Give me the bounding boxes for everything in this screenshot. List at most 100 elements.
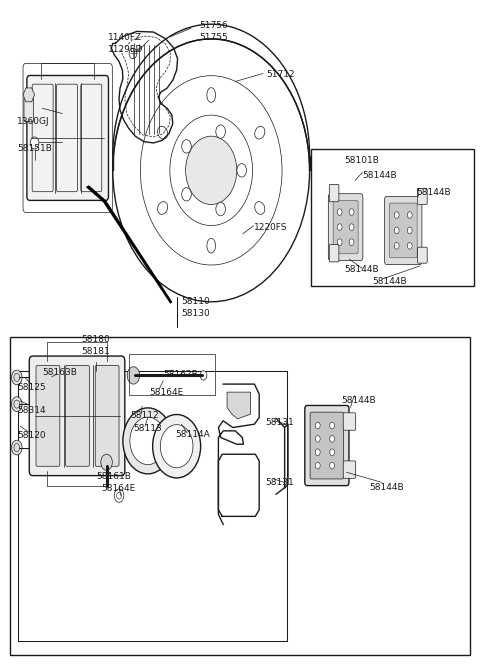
Polygon shape: [227, 392, 251, 419]
FancyBboxPatch shape: [328, 194, 363, 261]
Circle shape: [330, 436, 335, 442]
FancyBboxPatch shape: [343, 461, 356, 478]
FancyBboxPatch shape: [305, 405, 349, 486]
Text: 58144B: 58144B: [362, 170, 397, 180]
Text: 58144B: 58144B: [341, 396, 375, 405]
Circle shape: [349, 224, 354, 230]
Circle shape: [408, 227, 412, 234]
FancyBboxPatch shape: [418, 188, 427, 204]
FancyBboxPatch shape: [333, 200, 358, 254]
Circle shape: [349, 208, 354, 215]
Text: 58144B: 58144B: [417, 188, 451, 197]
Circle shape: [127, 367, 140, 384]
Text: 51756: 51756: [199, 21, 228, 30]
Text: 58112: 58112: [131, 411, 159, 420]
Circle shape: [12, 370, 22, 385]
Text: 58161B: 58161B: [96, 472, 131, 481]
FancyBboxPatch shape: [310, 412, 344, 479]
Text: 1129ED: 1129ED: [108, 45, 144, 54]
Circle shape: [200, 371, 207, 380]
Ellipse shape: [186, 136, 237, 204]
Circle shape: [394, 242, 399, 249]
Circle shape: [330, 462, 335, 469]
FancyBboxPatch shape: [27, 75, 108, 200]
Ellipse shape: [123, 408, 173, 474]
Circle shape: [408, 242, 412, 249]
Text: 58144B: 58144B: [345, 265, 379, 274]
Ellipse shape: [255, 202, 265, 214]
Circle shape: [114, 489, 124, 502]
Text: 58164E: 58164E: [101, 484, 135, 494]
Text: 1360GJ: 1360GJ: [17, 117, 49, 126]
Text: 58101B: 58101B: [345, 156, 380, 165]
Bar: [311, 149, 474, 286]
Circle shape: [394, 227, 399, 234]
Ellipse shape: [207, 88, 216, 102]
Text: 58314: 58314: [17, 405, 46, 415]
Circle shape: [315, 436, 320, 442]
Ellipse shape: [153, 414, 201, 478]
FancyBboxPatch shape: [95, 365, 119, 466]
Text: 58180: 58180: [82, 335, 110, 344]
Circle shape: [337, 238, 342, 245]
Polygon shape: [86, 186, 172, 303]
Bar: [10, 337, 470, 655]
Circle shape: [315, 422, 320, 429]
FancyBboxPatch shape: [343, 413, 356, 430]
Circle shape: [408, 212, 412, 218]
Text: 58114A: 58114A: [175, 430, 210, 439]
Circle shape: [349, 238, 354, 245]
Circle shape: [315, 449, 320, 456]
Text: 58163B: 58163B: [42, 368, 77, 377]
Text: 58181: 58181: [82, 347, 110, 356]
Circle shape: [330, 449, 335, 456]
Circle shape: [101, 454, 112, 470]
Text: 58164E: 58164E: [149, 387, 183, 397]
Circle shape: [216, 125, 226, 138]
Ellipse shape: [157, 126, 168, 139]
Ellipse shape: [157, 202, 168, 214]
FancyBboxPatch shape: [24, 98, 34, 122]
FancyBboxPatch shape: [418, 247, 427, 263]
Circle shape: [12, 397, 22, 411]
Text: 58120: 58120: [17, 431, 46, 440]
Text: 51712: 51712: [266, 70, 295, 79]
FancyBboxPatch shape: [66, 365, 89, 466]
Circle shape: [394, 212, 399, 218]
Text: 58162B: 58162B: [163, 369, 198, 379]
Circle shape: [30, 137, 39, 149]
Ellipse shape: [207, 238, 216, 253]
Bar: [129, 354, 215, 395]
Circle shape: [12, 440, 22, 455]
Text: 58110: 58110: [181, 297, 210, 307]
FancyBboxPatch shape: [384, 196, 422, 265]
FancyBboxPatch shape: [29, 356, 125, 476]
Bar: [18, 371, 287, 641]
FancyBboxPatch shape: [389, 203, 417, 258]
Ellipse shape: [130, 417, 166, 465]
Circle shape: [337, 224, 342, 230]
Ellipse shape: [255, 126, 265, 139]
Circle shape: [182, 140, 192, 153]
Circle shape: [216, 202, 226, 216]
Circle shape: [129, 48, 137, 59]
Circle shape: [182, 188, 192, 201]
Circle shape: [337, 208, 342, 215]
Text: 58144B: 58144B: [372, 277, 407, 286]
FancyBboxPatch shape: [36, 365, 60, 466]
FancyBboxPatch shape: [329, 184, 339, 202]
Polygon shape: [23, 88, 35, 102]
Circle shape: [315, 462, 320, 469]
FancyBboxPatch shape: [329, 244, 339, 262]
Text: 51755: 51755: [199, 33, 228, 42]
Text: 58144B: 58144B: [370, 483, 404, 492]
Text: 58130: 58130: [181, 309, 210, 319]
Text: 58125: 58125: [17, 383, 46, 392]
Text: 1140FZ: 1140FZ: [108, 33, 142, 42]
Ellipse shape: [160, 425, 193, 468]
Circle shape: [237, 164, 247, 177]
Circle shape: [330, 422, 335, 429]
Text: 1220FS: 1220FS: [254, 222, 288, 232]
Text: 58151B: 58151B: [17, 144, 52, 153]
Text: 58131: 58131: [265, 478, 294, 487]
